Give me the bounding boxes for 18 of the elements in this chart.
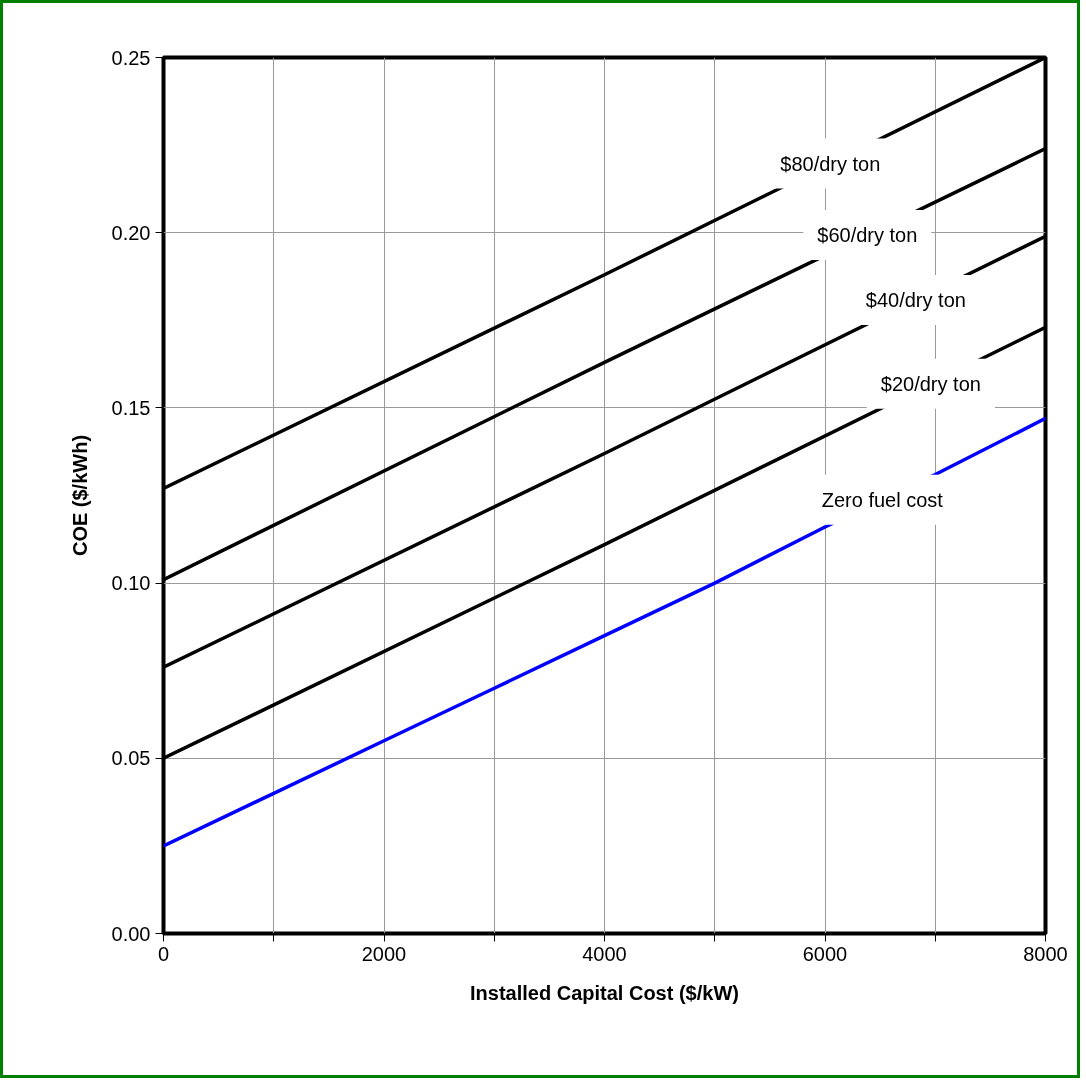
y-tick-label: 0.00 <box>111 922 151 945</box>
y-tick-label: 0.25 <box>111 46 151 69</box>
y-axis-title: COE ($/kWh) <box>68 434 91 557</box>
x-tick-label: 8000 <box>1023 942 1068 965</box>
series-label: $20/dry ton <box>880 372 981 395</box>
x-axis-title: Installed Capital Cost ($/kW) <box>470 981 739 1004</box>
y-tick-label: 0.20 <box>111 221 151 244</box>
series-label: $40/dry ton <box>865 289 966 312</box>
series-label: $80/dry ton <box>780 152 881 175</box>
x-tick-label: 2000 <box>361 942 407 965</box>
series-label: $60/dry ton <box>817 223 918 246</box>
x-tick-label: 0 <box>157 942 170 965</box>
x-tick-label: 4000 <box>582 942 627 965</box>
x-tick-label: 6000 <box>802 942 848 965</box>
y-tick-label: 0.10 <box>111 572 151 595</box>
series-label: Zero fuel cost <box>821 488 944 511</box>
y-tick-label: 0.15 <box>111 396 151 419</box>
y-tick-label: 0.05 <box>111 747 151 770</box>
